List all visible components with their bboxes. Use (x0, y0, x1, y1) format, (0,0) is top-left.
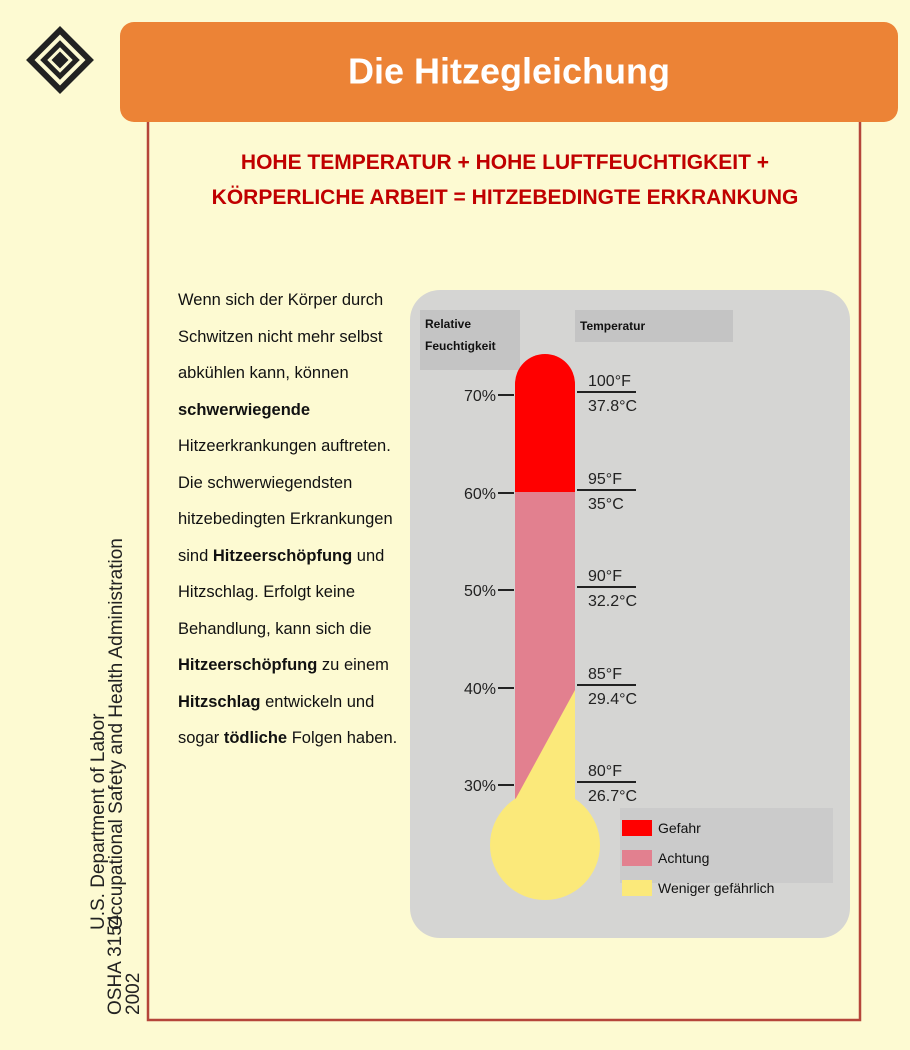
body-span: zu einem (317, 656, 389, 674)
body-span: Wenn sich der Körper durch Schwitzen nic… (178, 291, 383, 382)
humidity-label: 50% (464, 583, 496, 600)
body-emphasis: schwerwiegende (178, 401, 310, 419)
header-title: Die Hitzegleichung (348, 51, 670, 92)
body-emphasis: Hitzschlag (178, 693, 261, 711)
humidity-title-line: Relative (425, 317, 471, 331)
temp-c: 35°C (588, 496, 624, 513)
year: 2002 (123, 973, 144, 1015)
equation: HOHE TEMPERATUR + HOHE LUFTFEUCHTIGKEIT … (165, 145, 845, 215)
agency: Occupational Safety and Health Administr… (106, 538, 127, 930)
legend-swatch (622, 850, 652, 866)
legend-label: Gefahr (658, 820, 701, 836)
humidity-label: 70% (464, 388, 496, 405)
humidity-label: 30% (464, 778, 496, 795)
humidity-label: 40% (464, 681, 496, 698)
humidity-title-line: Feuchtigkeit (425, 339, 496, 353)
body-text: Wenn sich der Körper durch Schwitzen nic… (178, 282, 400, 757)
page: Die Hitzegleichung RelativeFeuchtigkeit … (0, 0, 910, 1050)
body-span: Folgen haben. (287, 729, 397, 747)
legend-label: Achtung (658, 850, 709, 866)
temp-c: 29.4°C (588, 691, 637, 708)
sidebar: U.S. Department of Labor Occupational Sa… (88, 538, 144, 1015)
legend-box (620, 808, 833, 883)
temp-f: 80°F (588, 763, 622, 780)
logo (26, 26, 94, 94)
temp-c: 32.2°C (588, 593, 637, 610)
body-emphasis: Hitzeerschöpfung (178, 656, 317, 674)
body-span: Hitzeerkrankungen auftreten. Die schwerw… (178, 437, 393, 565)
tube-danger (515, 354, 575, 492)
bulb (490, 790, 600, 900)
legend-swatch (622, 880, 652, 896)
temp-f: 90°F (588, 568, 622, 585)
temp-f: 100°F (588, 373, 631, 390)
temp-c: 37.8°C (588, 398, 637, 415)
temp-c: 26.7°C (588, 788, 637, 805)
legend-swatch (622, 820, 652, 836)
body-emphasis: tödliche (224, 729, 287, 747)
humidity-label: 60% (464, 486, 496, 503)
temperature-title: Temperatur (580, 319, 645, 333)
legend-label: Weniger gefährlich (658, 880, 774, 896)
temp-f: 85°F (588, 666, 622, 683)
temp-f: 95°F (588, 471, 622, 488)
body-emphasis: Hitzeerschöpfung (213, 547, 352, 565)
